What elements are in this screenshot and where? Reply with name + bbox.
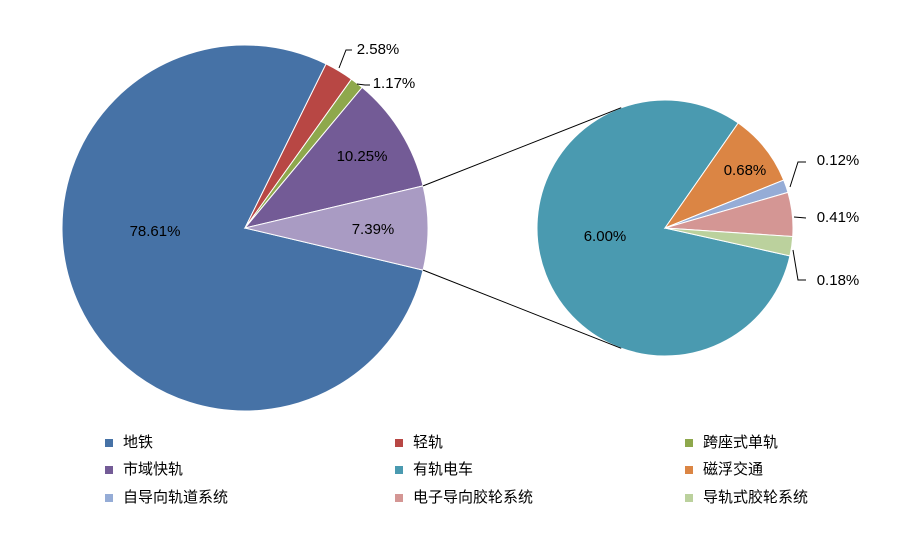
connector-line <box>422 107 622 187</box>
pie-slice <box>664 227 794 257</box>
legend-marker <box>105 439 113 447</box>
data-label: 7.39% <box>352 221 395 238</box>
legend-label: 有轨电车 <box>413 461 473 478</box>
data-label: 10.25% <box>337 148 388 165</box>
legend-marker <box>395 466 403 474</box>
data-label: 0.68% <box>724 162 767 179</box>
leader-line <box>792 249 806 281</box>
pie-slice <box>536 99 791 357</box>
legend-marker <box>685 494 693 502</box>
data-label: 0.41% <box>817 209 860 226</box>
data-label: 1.17% <box>373 75 416 92</box>
data-label: 0.18% <box>817 272 860 289</box>
legend-label: 磁浮交通 <box>703 460 763 478</box>
connector-line <box>422 269 622 349</box>
data-label: 2.58% <box>357 41 400 58</box>
legend-marker <box>105 494 113 502</box>
legend-label: 地铁 <box>123 434 153 451</box>
legend-marker <box>105 466 113 474</box>
legend-label: 自导向轨道系统 <box>123 489 228 506</box>
pie-slice <box>244 185 429 271</box>
leader-line <box>789 161 806 188</box>
leader-line <box>356 83 370 86</box>
data-label: 78.61% <box>130 223 181 240</box>
legend-marker <box>395 439 403 447</box>
legend-label: 导轨式胶轮系统 <box>703 489 808 506</box>
legend-label: 跨座式单轨 <box>703 434 778 451</box>
data-label: 0.12% <box>817 152 860 169</box>
leader-line <box>338 49 352 69</box>
legend-marker <box>685 439 693 447</box>
legend-label: 电子导向胶轮系统 <box>413 489 533 506</box>
pie-slice <box>243 86 424 229</box>
legend-label: 市域快轨 <box>123 461 183 478</box>
legend-marker <box>395 494 403 502</box>
pie-slice <box>61 44 424 412</box>
leader-line <box>793 216 807 219</box>
legend-marker <box>685 466 693 474</box>
legend-label: 轻轨 <box>413 434 443 451</box>
data-label: 6.00% <box>584 228 627 245</box>
